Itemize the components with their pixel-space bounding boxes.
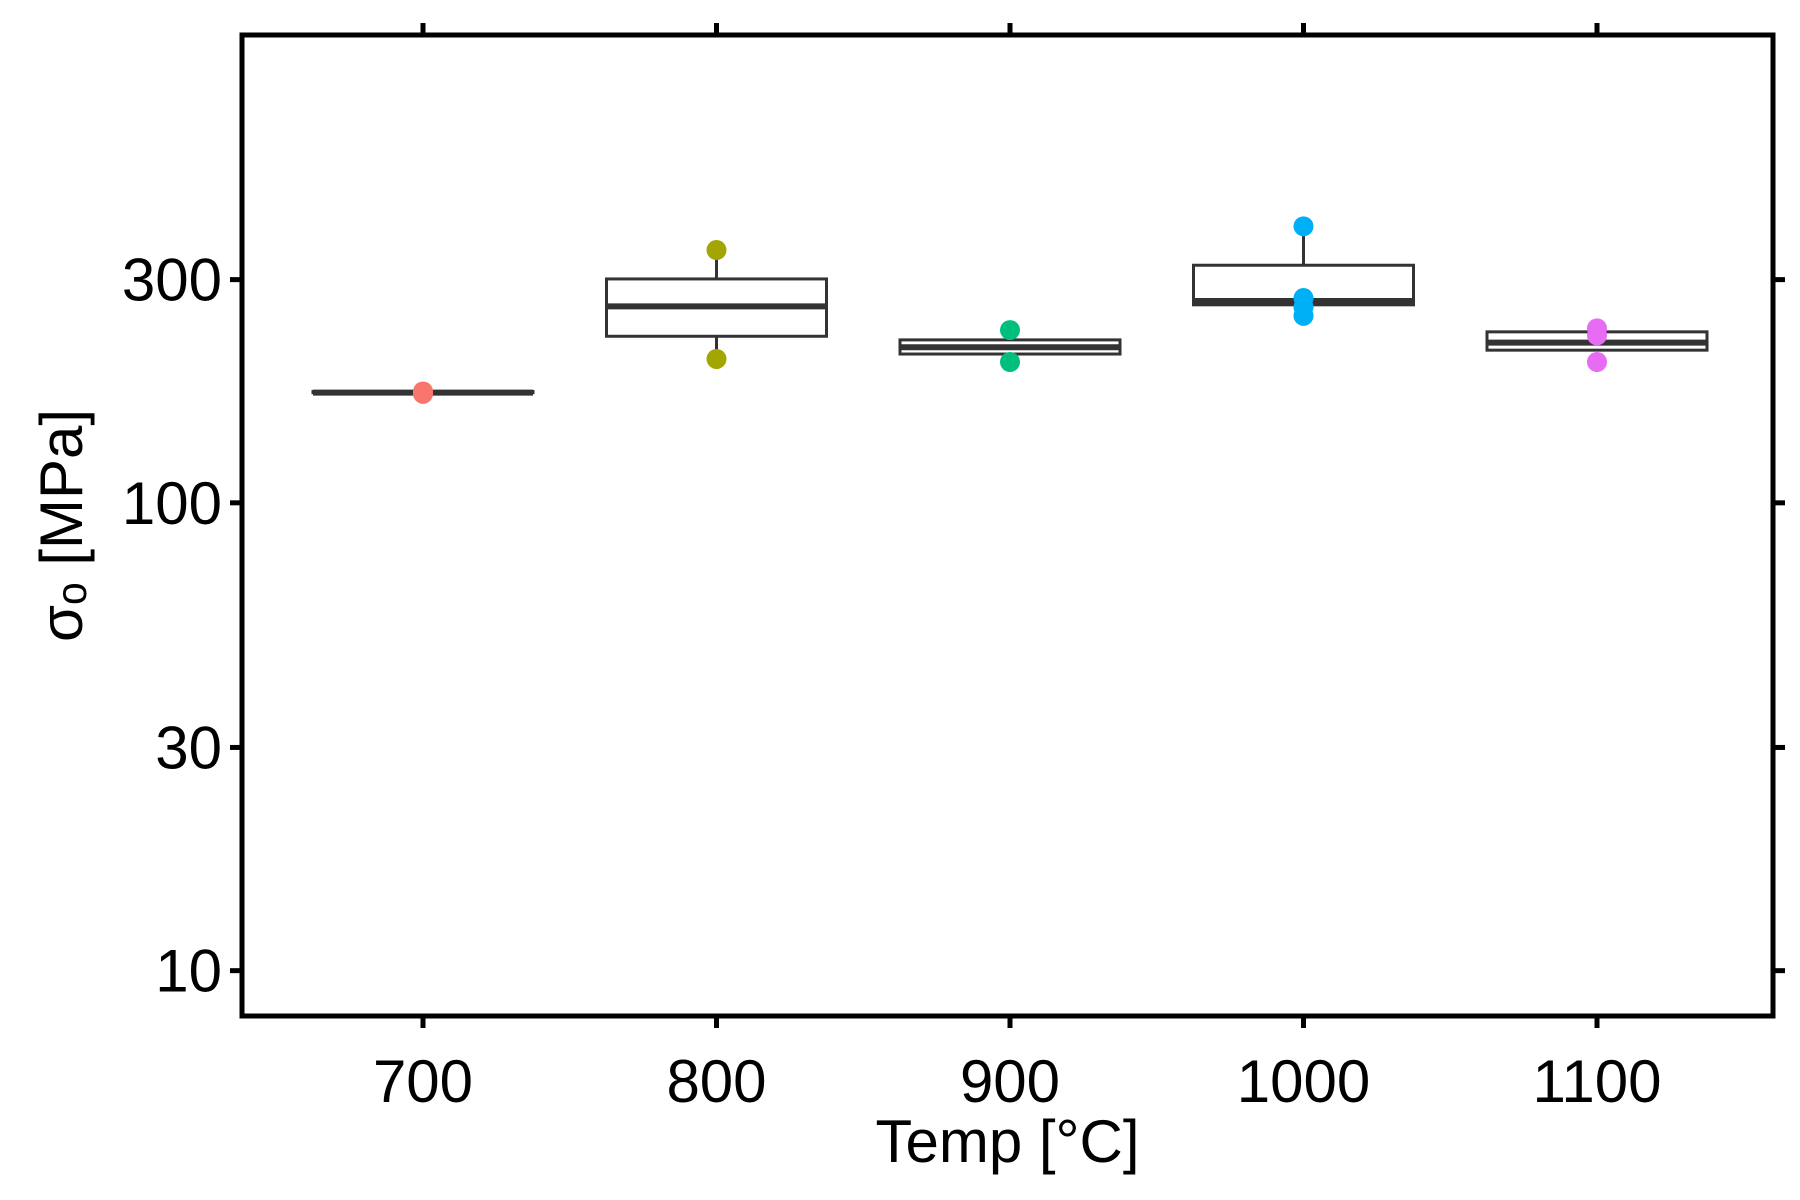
x-tick-label: 700 (373, 1048, 473, 1115)
plot-border (239, 32, 1776, 1019)
x-tick-label: 800 (666, 1048, 766, 1115)
plot-area (311, 216, 1709, 404)
data-point (413, 381, 433, 402)
data-point (706, 348, 727, 369)
box-group-800 (605, 240, 828, 369)
data-point (1587, 318, 1607, 339)
x-tick-label: 900 (960, 1048, 1060, 1115)
data-point (1293, 288, 1314, 309)
data-point (706, 240, 727, 261)
y-tick-label: 10 (155, 938, 222, 1005)
box-group-1000 (1192, 216, 1415, 326)
x-axis-title: Temp [°C] (875, 1108, 1139, 1175)
y-tick-label: 300 (122, 247, 222, 314)
data-point (1293, 216, 1314, 237)
y-axis-title: σₒ [MPa] (28, 409, 95, 642)
x-tick-label: 1100 (1532, 1048, 1661, 1115)
axes: 10 30 100 300 700 800 900 1000 1100 (122, 23, 1785, 1115)
y-tick-label: 30 (155, 714, 222, 781)
data-point (1000, 320, 1020, 341)
y-tick-label: 100 (122, 470, 222, 537)
data-point (1000, 352, 1020, 372)
box-group-700 (311, 381, 535, 404)
box-group-900 (898, 320, 1122, 372)
data-point (1587, 352, 1607, 372)
box-group-1100 (1485, 318, 1709, 372)
x-tick-label: 1000 (1237, 1048, 1370, 1115)
